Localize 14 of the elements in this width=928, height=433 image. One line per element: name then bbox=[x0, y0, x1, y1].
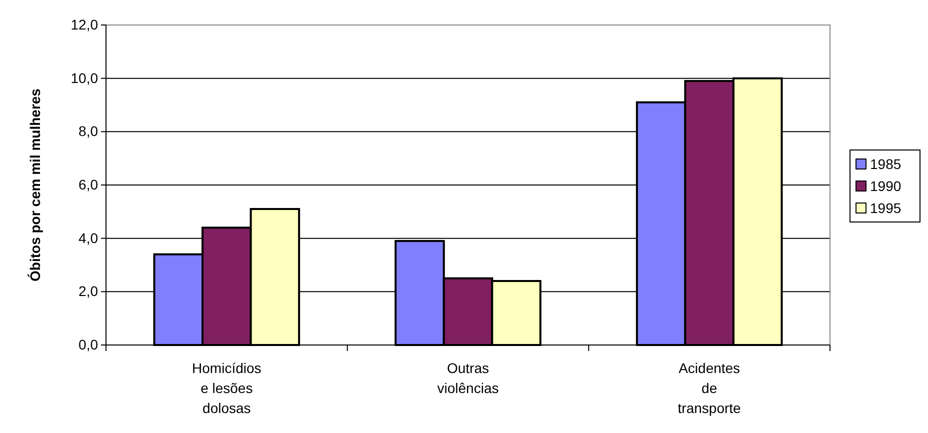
y-tick-label: 6,0 bbox=[78, 176, 98, 192]
x-tick-label: Acidentes de transporte bbox=[678, 360, 742, 416]
x-tick-label: Outras violências bbox=[437, 360, 499, 396]
x-tick-label: Homicídios e lesões dolosas bbox=[192, 360, 262, 416]
y-tick-label: 0,0 bbox=[78, 336, 98, 352]
y-tick-label: 2,0 bbox=[78, 283, 98, 300]
y-axis-title: Óbitos por cem mil mulheres bbox=[27, 88, 43, 282]
y-tick-label: 12,0 bbox=[70, 16, 98, 32]
y-tick-label: 8,0 bbox=[78, 123, 98, 140]
y-tick-label: 10,0 bbox=[70, 70, 98, 86]
y-tick-label: 4,0 bbox=[78, 230, 98, 246]
legend-label: 1990 bbox=[870, 178, 902, 194]
legend-label: 1995 bbox=[870, 200, 902, 216]
legend-label: 1985 bbox=[870, 156, 902, 172]
